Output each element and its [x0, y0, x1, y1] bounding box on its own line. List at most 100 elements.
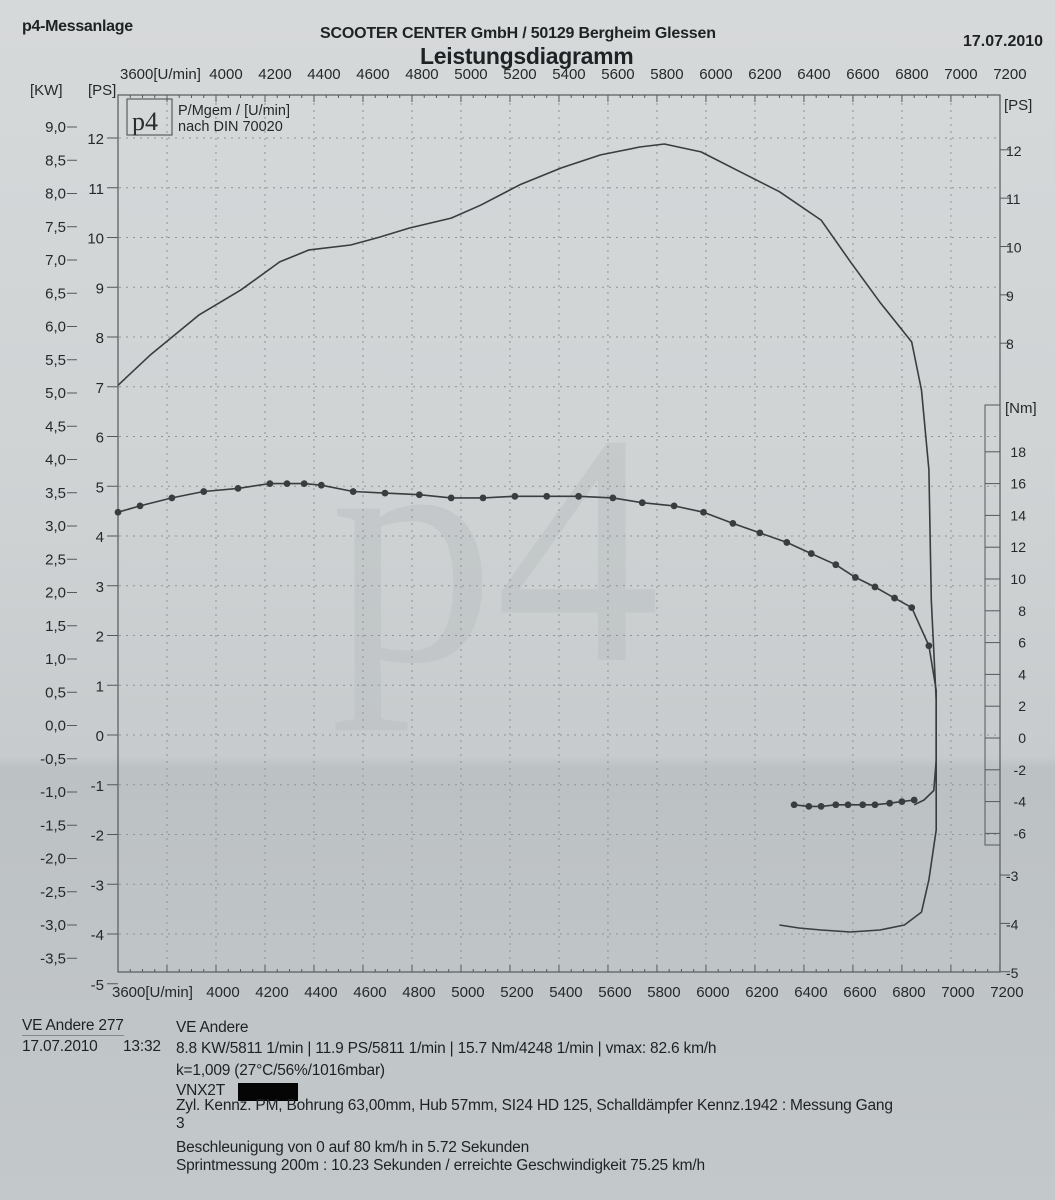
nm-tick-label: 0 [1018, 730, 1026, 746]
nm-tick-label: 2 [1018, 698, 1026, 714]
torque-point [575, 492, 582, 500]
x-tick-label-bottom: 5200 [500, 984, 533, 1001]
legend-line-1: P/Mgem / [U/min] [178, 103, 290, 119]
correction-line: k=1,009 (27°C/56%/1016mbar) [176, 1062, 385, 1079]
x-tick-label-top: 4800 [405, 66, 438, 83]
x-tick-label-bottom: 5000 [451, 984, 484, 1001]
nm-tick-label: 4 [1018, 666, 1026, 682]
x-tick-label-top: 6200 [748, 66, 781, 83]
torque-point [317, 481, 325, 489]
ps-tick-label-left: 3 [96, 579, 104, 596]
nm-tick-label: 12 [1010, 539, 1026, 555]
torque-point [783, 539, 791, 546]
ps-tick-label-right: 8 [1006, 336, 1014, 352]
kw-tick-label: 9,0 [45, 119, 66, 136]
torque-point [925, 642, 933, 650]
torque-point [300, 480, 308, 487]
watermark-logo: p4 [330, 367, 660, 732]
kw-tick-label: 7,5 [45, 219, 66, 236]
ps-tick-label-left: 10 [87, 231, 104, 248]
x-tick-label-bottom: 7200 [990, 984, 1023, 1001]
x-tick-label-bottom: 7000 [941, 984, 974, 1001]
kw-tick-label: 6,0 [45, 319, 66, 336]
torque-point [844, 801, 852, 809]
torque-point [609, 494, 617, 502]
kw-axis-label: [KW] [30, 82, 63, 99]
x-tick-label-bottom: 5800 [647, 984, 680, 1001]
run-date: 17.07.2010 [22, 1038, 98, 1055]
x-tick-label-bottom: 4200 [255, 984, 288, 1001]
kw-tick-label: 2,5 [45, 551, 66, 568]
torque-point [114, 508, 122, 516]
x-tick-label-top: 6000 [699, 66, 732, 83]
accel-line: Beschleunigung von 0 auf 80 km/h in 5.72… [176, 1139, 529, 1156]
kw-tick-label: 4,0 [45, 452, 66, 469]
torque-point [817, 802, 825, 810]
x-tick-label-top: 5600 [601, 66, 634, 83]
torque-point [807, 550, 815, 557]
ps-tick-label-left: -4 [91, 927, 104, 944]
redaction-bar [238, 1083, 298, 1101]
nm-tick-label: -2 [1014, 762, 1027, 778]
torque-point [832, 801, 840, 809]
ps-tick-label-left: 1 [96, 678, 104, 695]
ps-tick-label-right: -5 [1006, 965, 1019, 981]
kw-tick-label: 3,0 [45, 518, 66, 535]
x-tick-label-top: 5000 [454, 66, 487, 83]
kw-tick-label: 8,5 [45, 152, 66, 169]
x-tick-label-top: 7000 [944, 66, 977, 83]
setup-line-cont: 3 [176, 1115, 185, 1132]
torque-point [729, 519, 737, 527]
torque-point [283, 480, 291, 487]
ps-axis-label-right: [PS] [1004, 97, 1032, 114]
kw-tick-label: 8,0 [45, 186, 66, 203]
ps-tick-label-right: 11 [1006, 191, 1021, 207]
ps-tick-label-left: 5 [96, 479, 104, 496]
x-tick-label-top: 4600 [356, 66, 389, 83]
x-tick-label-bottom: 6200 [745, 984, 778, 1001]
torque-point [891, 594, 898, 602]
x-tick-label-top: 5400 [552, 66, 585, 83]
chart-title: Leistungsdiagramm [420, 43, 634, 69]
ps-tick-label-right: -4 [1006, 916, 1019, 932]
ps-tick-label-left: 4 [96, 529, 104, 546]
torque-point [479, 494, 487, 502]
legend-line-2: nach DIN 70020 [178, 119, 283, 135]
ps-tick-label-left: 6 [96, 430, 104, 447]
vehicle-name: VE Andere [176, 1019, 249, 1036]
torque-point [381, 489, 389, 497]
ps-tick-label-right: 12 [1006, 143, 1022, 159]
x-tick-label-bottom: 6400 [794, 984, 827, 1001]
x-tick-label-bottom: 6000 [696, 984, 729, 1001]
ps-tick-label-right: 10 [1006, 240, 1022, 256]
kw-tick-label: -3,5 [40, 950, 66, 967]
kw-tick-label: 1,0 [45, 651, 66, 668]
x-tick-label-top: 6400 [797, 66, 830, 83]
torque-point [200, 488, 208, 495]
nm-axis-label: [Nm] [1005, 400, 1037, 417]
ps-tick-label-left: -2 [91, 828, 104, 845]
ps-tick-label-left: 7 [96, 380, 104, 397]
x-tick-label-top: 6600 [846, 66, 879, 83]
x-tick-label-bottom: 6600 [843, 984, 876, 1001]
torque-point [136, 502, 144, 510]
ps-tick-label-left: -5 [91, 977, 104, 994]
vin-line: VNX2T [176, 1082, 225, 1099]
app-name: p4-Messanlage [22, 18, 133, 35]
torque-curve [794, 799, 915, 808]
torque-point [805, 802, 813, 810]
torque-point [511, 492, 519, 500]
nm-tick-label: 8 [1018, 603, 1026, 619]
legend-box: p4 P/Mgem / [U/min] nach DIN 70020 [126, 98, 290, 136]
torque-point [349, 488, 357, 495]
kw-tick-label: -0,5 [40, 751, 66, 768]
nm-axis-bracket [984, 404, 1000, 846]
print-date: 17.07.2010 [963, 33, 1044, 50]
torque-point [700, 508, 707, 516]
setup-line: Zyl. Kennz. PM, Bohrung 63,00mm, Hub 57m… [176, 1097, 893, 1114]
torque-point [871, 801, 879, 809]
torque-point [908, 604, 916, 612]
kw-tick-label: -2,0 [40, 851, 66, 868]
sprint-line: Sprintmessung 200m : 10.23 Sekunden / er… [176, 1157, 705, 1174]
kw-tick-label: -3,0 [40, 917, 66, 934]
